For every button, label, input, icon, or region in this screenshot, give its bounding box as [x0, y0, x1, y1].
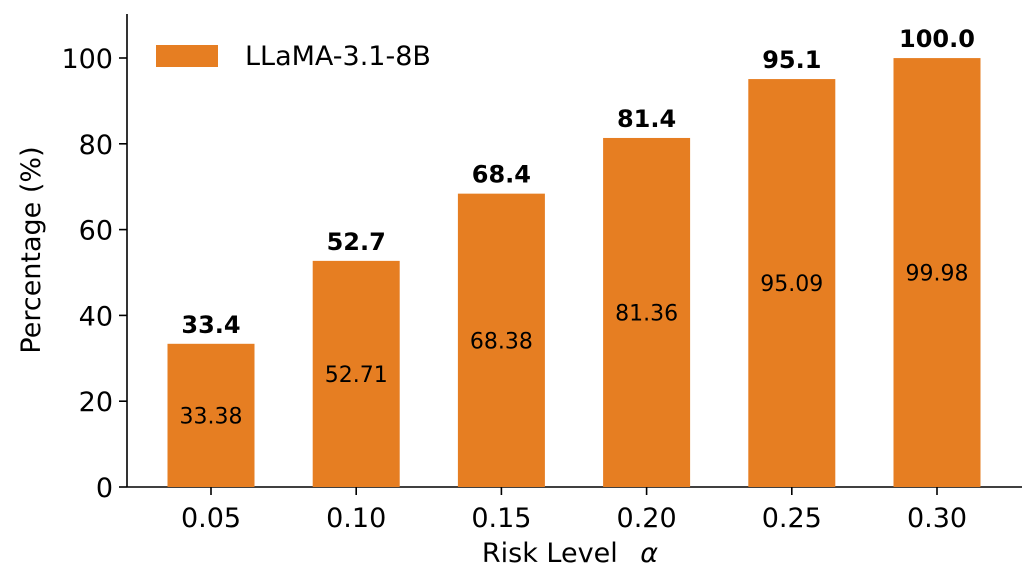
bar — [457, 193, 545, 488]
bar-inner-label: 68.38 — [470, 329, 533, 354]
bar — [893, 58, 981, 487]
x-tick-label: 0.10 — [326, 503, 386, 534]
y-tick-label: 80 — [79, 130, 113, 161]
x-axis-title: Risk Level α — [482, 538, 658, 569]
x-tick-label: 0.05 — [181, 503, 241, 534]
bar-inner-label: 33.38 — [180, 404, 243, 429]
bar-top-label: 52.7 — [327, 228, 386, 256]
bar — [167, 343, 255, 487]
bar-top-label: 100.0 — [899, 25, 975, 53]
bar-top-label: 33.4 — [181, 311, 240, 339]
bar-inner-label: 99.98 — [906, 262, 969, 287]
y-tick-label: 20 — [79, 387, 113, 418]
y-tick-label: 60 — [79, 216, 113, 247]
bar — [603, 137, 691, 487]
bar-top-label: 81.4 — [617, 105, 676, 133]
legend-label: LLaMA-3.1-8B — [245, 41, 431, 72]
legend-swatch — [156, 45, 218, 67]
bar-inner-label: 95.09 — [760, 272, 823, 297]
x-tick-label: 0.30 — [907, 503, 967, 534]
bars — [167, 58, 981, 488]
y-axis-title: Percentage (%) — [16, 146, 47, 353]
y-ticks: 0 20 40 60 80 100 — [61, 44, 127, 504]
x-tick-label: 0.20 — [617, 503, 677, 534]
x-axis-title-text: Risk Level — [482, 538, 618, 569]
bar-labels: 33.4 33.38 52.7 52.71 68.4 68.38 81.4 81.36 95.1… — [180, 25, 975, 429]
x-axis-title-symbol: α — [640, 538, 658, 569]
bar-top-label: 95.1 — [762, 46, 821, 74]
bar-inner-label: 52.71 — [325, 363, 388, 388]
y-tick-label: 0 — [96, 473, 113, 504]
bar-inner-label: 81.36 — [615, 301, 678, 326]
bar-top-label: 68.4 — [472, 161, 531, 189]
x-ticks: 0.05 0.10 0.15 0.20 0.25 0.30 — [181, 487, 967, 534]
bar — [748, 79, 836, 487]
y-tick-label: 100 — [61, 44, 113, 75]
x-tick-label: 0.15 — [471, 503, 531, 534]
x-tick-label: 0.25 — [762, 503, 822, 534]
y-tick-label: 40 — [79, 301, 113, 332]
legend: LLaMA-3.1-8B — [156, 41, 431, 72]
bar — [312, 260, 400, 487]
